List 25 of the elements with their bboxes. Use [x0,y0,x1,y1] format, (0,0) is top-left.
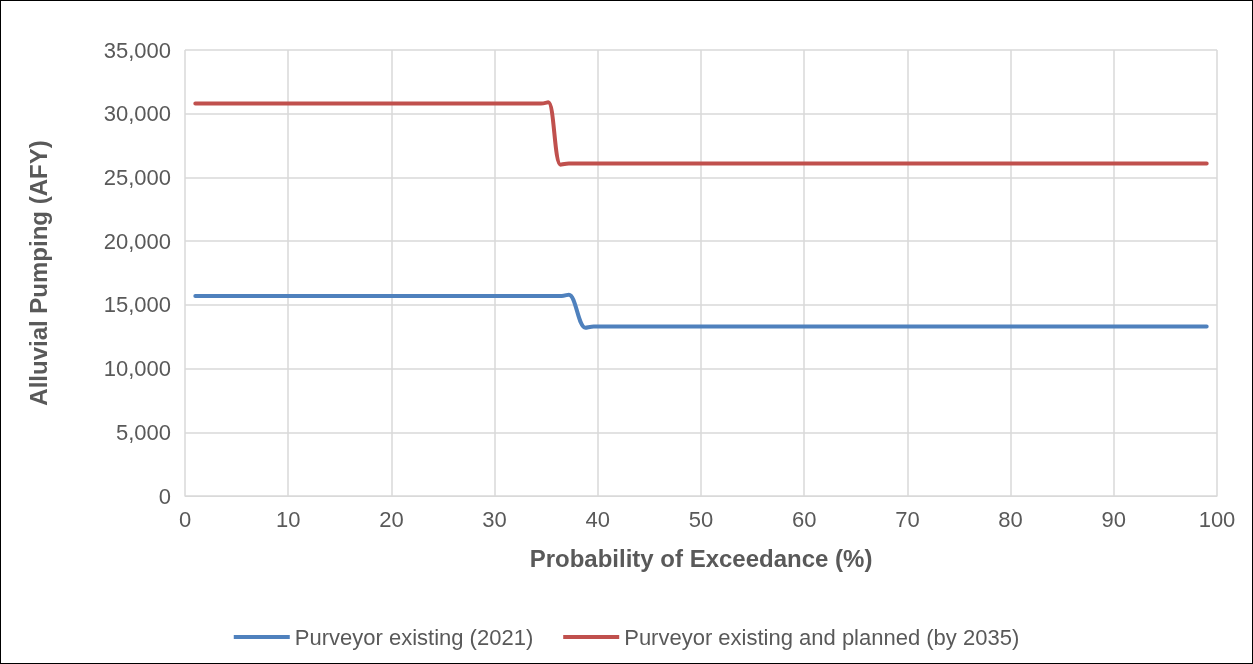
legend-label: Purveyor existing and planned (by 2035) [624,624,1020,650]
x-tick-label: 20 [379,506,404,532]
x-tick-label: 90 [1101,506,1127,532]
x-tick-label: 50 [688,506,714,532]
x-tick-label: 30 [482,506,507,532]
y-axis-title: Alluvial Pumping (AFY) [24,140,52,406]
x-tick-label: 40 [585,506,611,532]
legend-label: Purveyor existing (2021) [294,624,534,650]
line-series [193,100,1209,167]
x-tick-label: 80 [998,506,1023,532]
x-axis-title: Probability of Exceedance (%) [529,544,873,572]
y-tick-label: 35,000 [103,37,171,63]
x-tick-label: 0 [178,506,192,532]
y-tick-label: 0 [158,483,171,509]
x-tick-label: 60 [791,506,817,532]
x-tick-label: 10 [275,506,301,532]
line-series [193,292,1209,330]
y-tick-label: 10,000 [103,356,171,382]
y-tick-label: 30,000 [103,101,171,127]
x-tick-label: 70 [895,506,920,532]
y-tick-label: 20,000 [103,228,171,254]
x-tick-label: 100 [1198,506,1236,532]
y-tick-label: 5,000 [115,419,171,445]
y-tick-label: 15,000 [103,292,171,318]
y-tick-label: 25,000 [103,164,171,190]
